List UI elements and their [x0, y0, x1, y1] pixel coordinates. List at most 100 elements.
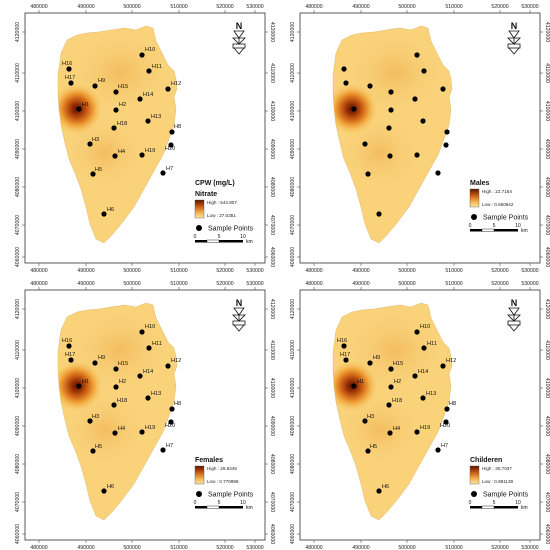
sample-point: [367, 360, 373, 366]
x-tick-label-top: 490000: [352, 4, 369, 10]
legend-sample-point-symbol: [471, 491, 477, 497]
x-tick-label-top: 530000: [521, 281, 538, 287]
sample-point: [440, 363, 446, 369]
x-tick-label-bottom: 480000: [30, 545, 47, 550]
y-tick-label-left: 4120000: [290, 299, 296, 319]
y-tick-label-right: 4100000: [544, 378, 550, 398]
concentration-surface: [58, 305, 175, 470]
sample-point: [443, 142, 449, 148]
sample-point: [160, 170, 166, 176]
sample-point: [367, 83, 373, 89]
scale-label: 10: [515, 223, 521, 229]
sample-point: [87, 141, 93, 147]
north-arrow-base: [232, 320, 246, 326]
scale-unit: km: [521, 228, 528, 234]
sample-point-label: H11: [152, 64, 162, 70]
sample-point: [68, 357, 74, 363]
y-tick-label-right: 4110000: [544, 340, 550, 360]
sample-point-label: H1: [357, 379, 364, 385]
legend-sample-point-symbol: [196, 491, 202, 497]
y-tick-label-right: 4120000: [269, 299, 275, 319]
legend-high: High : 30.7037: [482, 466, 512, 471]
x-tick-label-bottom: 530000: [246, 268, 263, 274]
sample-point: [435, 170, 441, 176]
concentration-surface: [333, 305, 450, 470]
scale-seg-1: [470, 229, 482, 232]
sample-point: [113, 107, 119, 113]
sample-point-label: H2: [119, 379, 126, 385]
sample-point: [139, 52, 145, 58]
sample-point-label: H3: [367, 414, 374, 420]
legend-low: Low : 27.0351: [207, 213, 236, 218]
scale-seg-1: [470, 506, 482, 509]
sample-point-label: H9: [98, 78, 105, 84]
sample-point-label: H12: [171, 358, 181, 364]
y-tick-label-left: 4080000: [15, 177, 21, 197]
y-tick-label-right: 4070000: [544, 492, 550, 512]
sample-point: [146, 345, 152, 351]
y-tick-label-right: 4100000: [269, 378, 275, 398]
sample-point: [365, 448, 371, 454]
y-tick-label-left: 4090000: [290, 139, 296, 159]
sample-point: [139, 152, 145, 158]
sample-point: [66, 66, 72, 72]
y-tick-label-right: 4120000: [544, 299, 550, 319]
x-tick-label-bottom: 510000: [445, 545, 462, 550]
sample-point: [414, 329, 420, 335]
legend-title: Females: [195, 457, 223, 464]
sample-point: [351, 106, 357, 112]
sample-point: [388, 89, 394, 95]
y-tick-label-right: 4060000: [269, 524, 275, 544]
sample-point: [421, 345, 427, 351]
y-tick-label-right: 4060000: [544, 524, 550, 544]
sample-point-label: H19: [145, 425, 155, 431]
y-tick-label-left: 4080000: [15, 454, 21, 474]
scale-label: 0: [469, 500, 472, 506]
legend-high: High : 22.7154: [482, 189, 512, 194]
north-arrow-icon: N: [507, 21, 521, 55]
y-tick-label-left: 4070000: [15, 215, 21, 235]
sample-point-label: H14: [143, 369, 153, 375]
legend-title: Childeren: [470, 457, 502, 464]
y-tick-label-right: 4090000: [269, 416, 275, 436]
sample-point: [90, 448, 96, 454]
sample-point-label: H18: [392, 398, 402, 404]
sample-point: [343, 357, 349, 363]
sample-point: [343, 80, 349, 86]
legend-sample-point-symbol: [471, 214, 477, 220]
y-tick-label-left: 4070000: [15, 492, 21, 512]
sample-point: [168, 142, 174, 148]
north-arrow-tail: [508, 47, 520, 55]
legend-sample-point-label: Sample Points: [483, 492, 529, 499]
map-panel-1: 4800004800004900004900005000005000005100…: [15, 4, 275, 274]
x-tick-label-bottom: 500000: [123, 545, 140, 550]
north-arrow-base: [507, 320, 521, 326]
sample-point: [112, 430, 118, 436]
sample-point-label: H1: [82, 102, 89, 108]
sample-point-label: H12: [446, 358, 456, 364]
north-letter: N: [236, 298, 243, 308]
x-tick-label-top: 500000: [398, 281, 415, 287]
sample-point-label: H9: [373, 355, 380, 361]
y-tick-label-left: 4060000: [15, 524, 21, 544]
x-tick-label-bottom: 510000: [445, 268, 462, 274]
sample-point-label: H10: [420, 324, 430, 330]
sample-point: [145, 395, 151, 401]
x-tick-label-top: 520000: [216, 4, 233, 10]
y-tick-label-left: 4120000: [15, 299, 21, 319]
sample-point-label: H5: [95, 167, 102, 173]
north-letter: N: [511, 21, 518, 31]
sample-point-label: H20: [165, 146, 175, 152]
sample-point-label: H3: [92, 414, 99, 420]
sample-point: [165, 86, 171, 92]
sample-point: [443, 419, 449, 425]
x-tick-label-top: 510000: [170, 4, 187, 10]
sample-point: [421, 68, 427, 74]
legend-low: Low : 0.770998: [207, 479, 239, 484]
y-tick-label-left: 4110000: [15, 63, 21, 83]
north-arrow-body: [507, 314, 521, 322]
sample-point: [113, 384, 119, 390]
sample-point-label: H17: [65, 75, 75, 81]
sample-point-label: H17: [340, 352, 350, 358]
y-tick-label-left: 4110000: [290, 63, 296, 83]
